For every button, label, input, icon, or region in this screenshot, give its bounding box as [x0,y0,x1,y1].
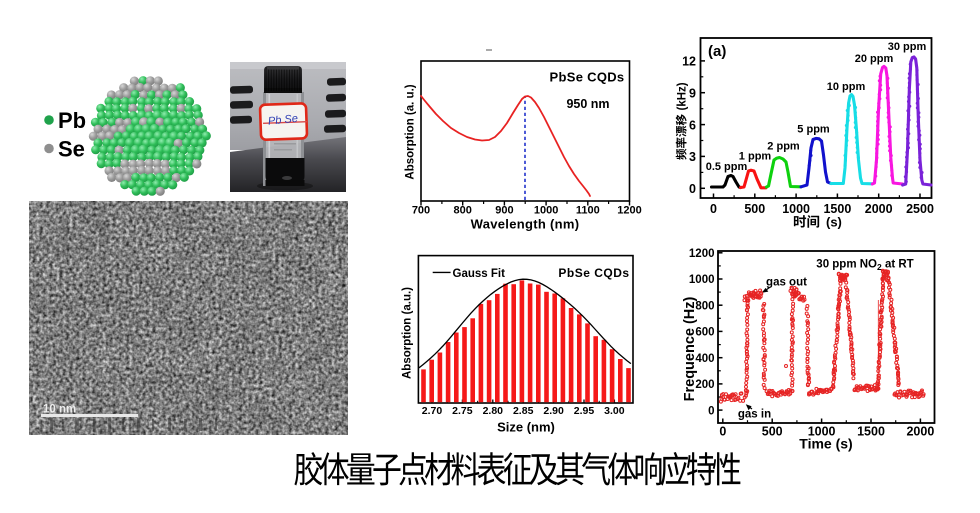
svg-text:(s): (s) [826,215,842,230]
svg-text:Se: Se [58,137,85,162]
svg-text:1200: 1200 [689,248,715,260]
svg-text:3: 3 [689,150,696,164]
svg-text:1 ppm: 1 ppm [739,151,772,163]
svg-text:3.00: 3.00 [604,405,625,417]
svg-text:800: 800 [695,300,714,312]
svg-text:2000: 2000 [865,202,893,216]
svg-text:2.70: 2.70 [422,405,443,417]
svg-text:1000: 1000 [689,274,715,286]
svg-text:1000: 1000 [782,202,810,216]
svg-text:1100: 1100 [576,205,600,217]
svg-text:Absorption (a.u.): Absorption (a.u.) [402,287,414,379]
svg-text:10 ppm: 10 ppm [827,81,866,93]
svg-text:1200: 1200 [617,205,641,217]
svg-text:30 ppm: 30 ppm [888,41,927,53]
svg-text:1500: 1500 [857,425,885,439]
svg-text:Size (nm): Size (nm) [497,420,555,435]
svg-text:gas in: gas in [738,409,771,421]
svg-text:800: 800 [454,205,472,217]
svg-text:950 nm: 950 nm [566,97,609,111]
svg-text:Absorption (a. u.): Absorption (a. u.) [405,84,417,179]
svg-text:20 ppm: 20 ppm [855,53,894,65]
svg-text:2 ppm: 2 ppm [767,141,800,153]
svg-text:500: 500 [744,202,765,216]
svg-text:0: 0 [719,425,726,439]
svg-text:(kHz): (kHz) [677,82,689,110]
svg-text:1000: 1000 [808,425,836,439]
svg-text:9: 9 [689,87,696,101]
svg-text:700: 700 [412,205,430,217]
svg-text:Gauss Fit: Gauss Fit [453,268,506,280]
svg-text:500: 500 [762,425,783,439]
svg-text:Frequence (Hz): Frequence (Hz) [682,296,698,401]
svg-text:(a): (a) [708,43,726,60]
svg-text:2500: 2500 [906,202,934,216]
svg-text:6: 6 [689,118,696,132]
svg-text:Wavelength (nm): Wavelength (nm) [471,217,580,232]
svg-text:0: 0 [708,405,714,417]
svg-text:gas out: gas out [766,277,807,289]
svg-text:PbSe CQDs: PbSe CQDs [550,70,625,85]
svg-text:0: 0 [689,182,696,196]
svg-text:200: 200 [695,379,714,391]
svg-text:Pb Se: Pb Se [267,113,298,128]
svg-text:400: 400 [695,353,714,365]
svg-text:30 ppm NO2 at RT: 30 ppm NO2 at RT [816,259,913,273]
svg-text:2.75: 2.75 [452,405,473,417]
svg-text:1000: 1000 [534,205,558,217]
svg-text:2000: 2000 [906,425,934,439]
svg-text:600: 600 [695,327,714,339]
svg-text:Time (s): Time (s) [799,436,852,452]
svg-text:2.95: 2.95 [574,405,595,417]
svg-text:5 ppm: 5 ppm [797,124,830,136]
svg-text:1500: 1500 [823,202,851,216]
svg-text:2.80: 2.80 [483,405,504,417]
svg-text:2.85: 2.85 [513,405,534,417]
svg-text:2.90: 2.90 [543,405,564,417]
svg-text:0.5 ppm: 0.5 ppm [706,161,748,173]
svg-text:10 nm: 10 nm [43,404,76,416]
svg-text:12: 12 [682,55,696,69]
svg-text:PbSe CQDs: PbSe CQDs [558,266,629,280]
svg-text:0: 0 [710,202,717,216]
svg-text:900: 900 [495,205,513,217]
svg-text:Pb: Pb [58,108,86,133]
